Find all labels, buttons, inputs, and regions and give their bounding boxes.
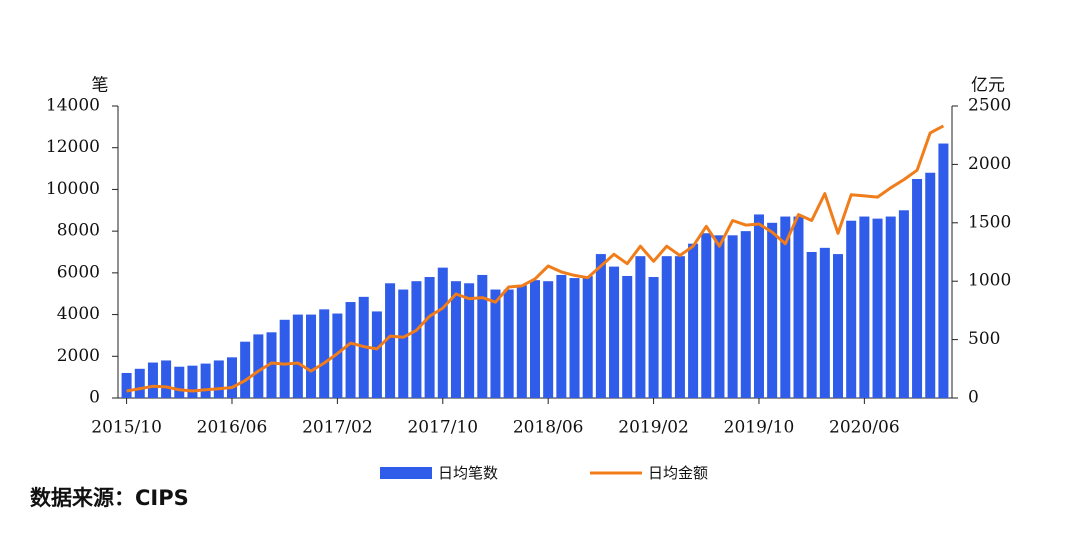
y-tick-label: 14000 [46,96,100,116]
bar [885,216,896,398]
y2-tick-label: 500 [968,329,1000,349]
y-tick-label: 2000 [57,346,100,366]
bar [648,277,659,398]
bar [753,214,764,398]
y-tick-label: 12000 [46,137,100,157]
y2-tick-label: 1500 [968,212,1011,232]
bar [240,341,251,398]
bar [213,360,224,398]
y-tick-label: 4000 [57,304,100,324]
x-tick-label: 2019/10 [724,418,795,438]
x-tick-label: 2015/10 [91,418,162,438]
bar [622,275,633,398]
bar [859,216,870,398]
bar [319,309,330,398]
y2-tick-label: 1000 [968,271,1011,291]
bar [174,366,185,398]
bar [635,256,646,398]
bar [306,314,317,398]
legend-label: 日均金额 [648,464,708,482]
line [126,124,945,393]
bar [793,216,804,398]
y2-tick-label: 0 [968,388,979,408]
bar [503,289,514,398]
y-tick-label: 6000 [57,262,100,282]
y2-tick-label: 2000 [968,154,1011,174]
bar [161,360,172,398]
bar [464,283,475,398]
bar [846,220,857,398]
bar [345,302,356,398]
y-tick-label: 0 [89,388,100,408]
bar [253,334,264,398]
legend-label: 日均笔数 [438,464,498,482]
y-axis-label: 笔 [92,76,109,96]
bar [569,278,580,398]
bar [819,247,830,398]
bar [833,254,844,398]
bar [688,243,699,398]
bar [450,281,461,398]
bar [701,233,712,398]
bar [543,281,554,398]
y-tick-label: 10000 [46,179,100,199]
bar [226,357,237,398]
bar [661,256,672,398]
bar [437,267,448,398]
bar [872,218,883,398]
bar [279,319,290,398]
bar [556,274,567,398]
bar [121,372,132,398]
bar [740,231,751,398]
x-tick-label: 2017/10 [407,418,478,438]
bar [938,143,949,398]
y2-axis-label: 亿元 [971,76,1005,96]
bar [187,365,198,398]
bar [714,235,725,398]
bar [674,256,685,398]
bar [516,285,527,398]
bar [490,289,501,398]
bar [385,283,396,398]
bar [595,254,606,398]
bar [200,363,211,398]
bar [609,266,620,398]
source-note: 数据来源：CIPS [30,486,189,510]
legend-swatch [380,467,432,479]
bar [898,210,909,398]
y2-tick-label: 2500 [968,96,1011,116]
bar [134,368,145,398]
x-tick-label: 2020/06 [829,418,900,438]
bar [332,313,343,398]
bar [806,252,817,398]
bar [398,289,409,398]
bar [767,222,778,398]
x-tick-label: 2017/02 [302,418,373,438]
bar [780,216,791,398]
bar [424,277,435,398]
bar [582,275,593,398]
bar [371,311,382,398]
bar [925,172,936,398]
bar [411,281,422,398]
bar [477,274,488,398]
x-tick-label: 2018/06 [513,418,584,438]
bar [292,314,303,398]
bar [912,179,923,398]
bar [529,280,541,398]
bar [266,332,277,398]
bar [727,235,738,398]
x-tick-label: 2019/02 [618,418,689,438]
x-tick-label: 2016/06 [197,418,268,438]
bar [147,362,158,398]
y-tick-label: 8000 [57,221,100,241]
